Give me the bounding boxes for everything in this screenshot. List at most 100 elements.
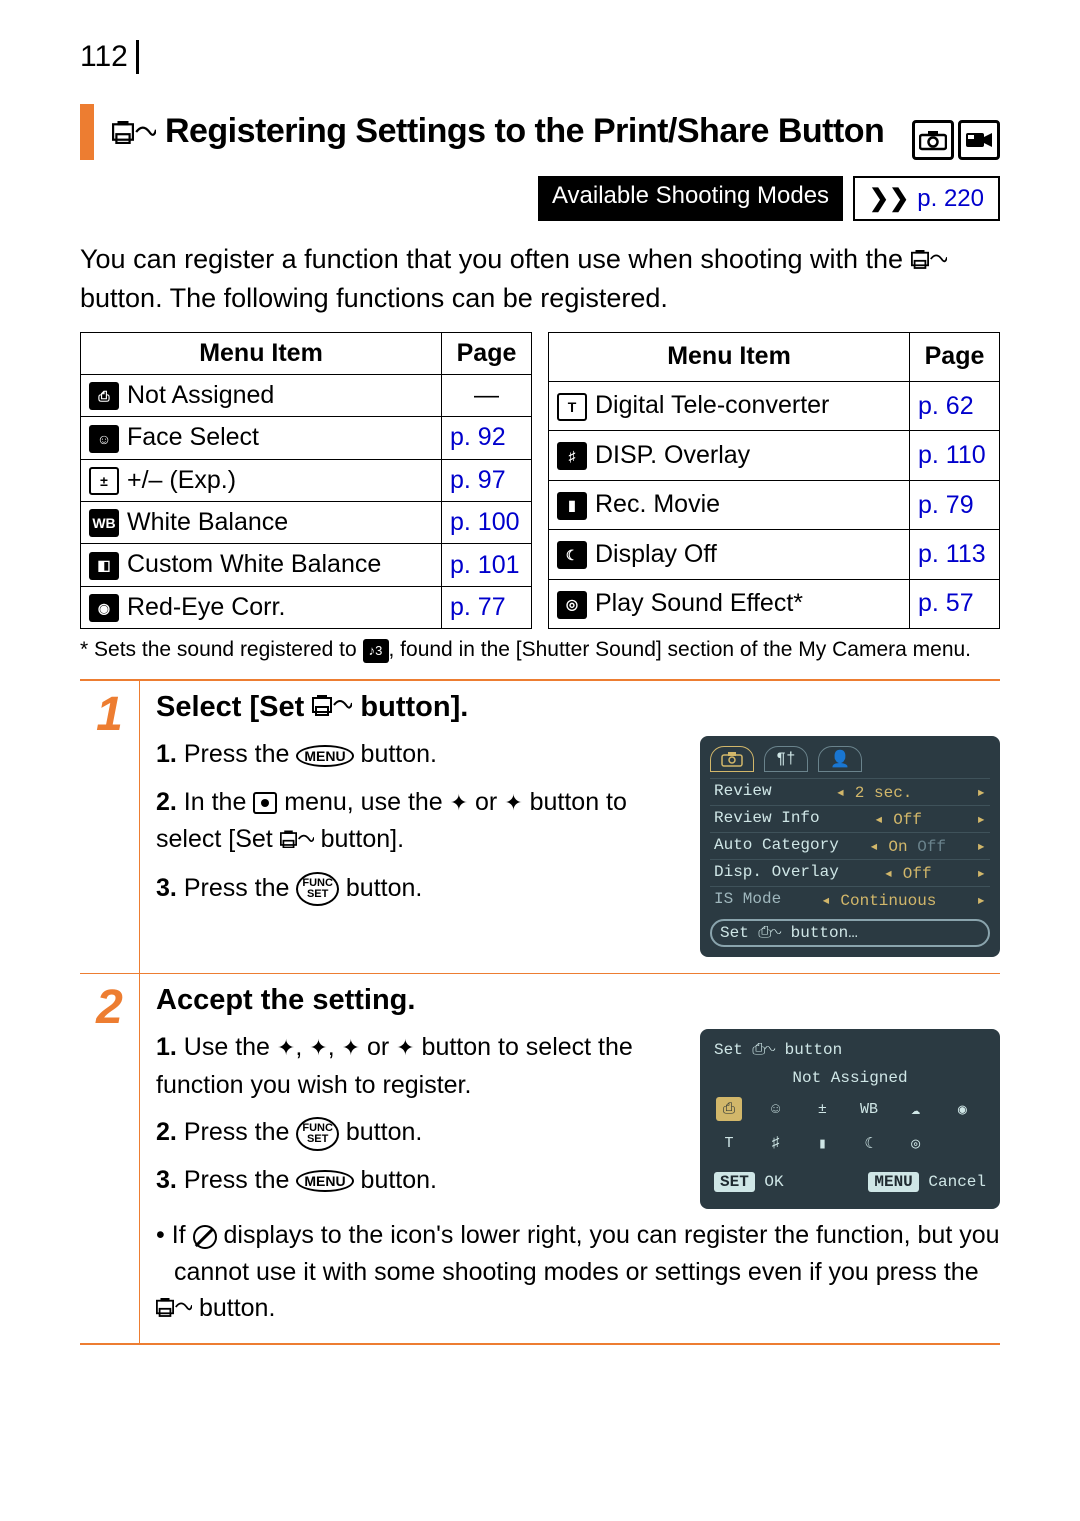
lcd-screenshot-1: ¶† 👤 Review◂ 2 sec. ▸Review Info◂ Off ▸A… — [700, 736, 1000, 957]
table-row: ⎙ Not Assigned — — [81, 374, 532, 416]
lcd-screenshot-2: Set ⎙∿ button Not Assigned ⎙ ☺ ± WB ☁ ◉ … — [700, 1029, 1000, 1209]
menu-item-label: Red-Eye Corr. — [127, 593, 285, 621]
step-title: Select [Set button]. — [156, 691, 1000, 725]
print-share-icon — [112, 112, 156, 155]
exp-icon: ± — [89, 467, 119, 495]
lcd-tab-camera-icon — [710, 746, 754, 772]
menu-items-tables: Menu ItemPage ⎙Not Assigned—☺Face Select… — [80, 332, 1000, 629]
not-assigned-icon: ⎙ — [89, 382, 119, 410]
movie-icon: ▮ — [557, 492, 587, 520]
step-number: 1 — [96, 687, 123, 742]
grid-exp-icon: ± — [809, 1097, 835, 1121]
menu-item-page[interactable]: p. 100 — [442, 502, 532, 544]
section-title: Registering Settings to the Print/Share … — [80, 104, 1000, 160]
menu-item-label: Not Assigned — [127, 381, 274, 409]
menu-item-page[interactable]: p. 97 — [442, 459, 532, 501]
menu-item-page[interactable]: p. 92 — [442, 417, 532, 459]
lcd-menu-row: Review◂ 2 sec. ▸ — [710, 778, 990, 805]
lcd2-set-pill: SET — [714, 1172, 755, 1192]
table-row: ◧ Custom White Balance p. 101 — [81, 544, 532, 586]
func-set-button-icon: FUNCSET — [296, 872, 339, 906]
print-share-icon — [280, 822, 314, 860]
menu-item-label: Digital Tele-converter — [595, 391, 829, 419]
lcd-set-button-row: Set ⎙∿ button… — [710, 919, 990, 947]
grid-cwb-icon: ☁ — [903, 1097, 929, 1121]
sound-icon: ◎ — [557, 591, 587, 619]
redeye-icon: ◉ — [89, 594, 119, 622]
prohibit-icon — [193, 1225, 217, 1249]
title-text: Registering Settings to the Print/Share … — [165, 112, 884, 150]
menu-item-label: Face Select — [127, 423, 259, 451]
menu-item-page[interactable]: p. 113 — [910, 530, 1000, 579]
down-arrow-icon: ✦ — [504, 790, 522, 815]
menu-item-label: DISP. Overlay — [595, 441, 750, 469]
menu-button-icon: MENU — [296, 745, 353, 767]
lcd2-icon-grid: ⎙ ☺ ± WB ☁ ◉ T ♯ ▮ ☾ ◎ — [710, 1097, 990, 1163]
left-arrow-icon: ✦ — [342, 1035, 360, 1060]
availability-page-link[interactable]: p. 220 — [917, 185, 984, 213]
steps-container: 1 Select [Set button]. 1. Press the MENU… — [80, 679, 1000, 1346]
shutter-sound-icon: ♪3 — [363, 639, 389, 663]
grid-wb-icon: WB — [856, 1097, 882, 1121]
page-number: 112 — [80, 40, 139, 74]
chevron-right-icon: ❯❯ — [869, 184, 909, 213]
menu-item-label: Custom White Balance — [127, 550, 381, 578]
lcd-menu-row: Disp. Overlay◂ Off ▸ — [710, 859, 990, 886]
menu-item-page[interactable]: p. 79 — [910, 480, 1000, 529]
menu-item-page[interactable]: p. 101 — [442, 544, 532, 586]
lcd-tab-tools-icon: ¶† — [764, 746, 808, 772]
up-arrow-icon: ✦ — [450, 790, 468, 815]
print-share-icon — [911, 242, 947, 280]
step-instructions: 1. Use the ✦, ✦, ✦ or ✦ button to select… — [156, 1029, 684, 1209]
menu-table-right: Menu ItemPage T Digital Tele-converter p. … — [548, 332, 1000, 629]
lcd-menu-row: Auto Category◂ On Off ▸ — [710, 832, 990, 859]
right-arrow-icon: ✦ — [396, 1035, 414, 1060]
table-row: ± +/– (Exp.) p. 97 — [81, 459, 532, 501]
menu-table-left: Menu ItemPage ⎙Not Assigned—☺Face Select… — [80, 332, 532, 629]
print-share-icon — [174, 1291, 192, 1327]
dispoff-icon: ☾ — [557, 541, 587, 569]
movie-mode-icon — [958, 120, 1000, 160]
intro-text: You can register a function that you oft… — [80, 241, 1000, 318]
lcd2-title: Set ⎙∿ button — [714, 1041, 990, 1059]
step-1: 1 Select [Set button]. 1. Press the MENU… — [80, 681, 1000, 975]
grid-dispoff-icon: ☾ — [856, 1131, 882, 1155]
grid-redeye-icon: ◉ — [949, 1097, 975, 1121]
grid-sound-icon: ◎ — [903, 1131, 929, 1155]
availability-page-ref[interactable]: ❯❯ p. 220 — [853, 176, 1000, 221]
menu-item-label: White Balance — [127, 508, 288, 536]
grid-face-icon: ☺ — [763, 1097, 789, 1121]
down-arrow-icon: ✦ — [309, 1035, 327, 1060]
camera-mode-icon — [912, 120, 954, 160]
menu-item-page[interactable]: p. 110 — [910, 431, 1000, 480]
menu-item-page[interactable]: p. 62 — [910, 381, 1000, 430]
lcd2-menu-pill: MENU — [868, 1172, 918, 1192]
grid-disp-icon: ♯ — [763, 1131, 789, 1155]
col-header-page: Page — [910, 332, 1000, 381]
availability-label: Available Shooting Modes — [538, 176, 843, 221]
table-row: T Digital Tele-converter p. 62 — [549, 381, 1000, 430]
lcd-tab-person-icon: 👤 — [818, 746, 862, 772]
table-row: ♯DISP. Overlayp. 110 — [549, 431, 1000, 480]
tele-icon: T — [557, 393, 587, 421]
menu-item-page[interactable]: p. 57 — [910, 579, 1000, 628]
table-row: WBWhite Balancep. 100 — [81, 502, 532, 544]
cwb-icon: ◧ — [89, 552, 119, 580]
grid-not-assigned-icon: ⎙ — [716, 1097, 742, 1121]
table-row: ☾ Display Off p. 113 — [549, 530, 1000, 579]
col-header-item: Menu Item — [549, 332, 910, 381]
footnote: * Sets the sound registered to ♪3, found… — [80, 635, 1000, 664]
grid-movie-icon: ▮ — [809, 1131, 835, 1155]
col-header-item: Menu Item — [81, 332, 442, 374]
menu-item-label: +/– (Exp.) — [127, 466, 236, 494]
menu-item-label: Display Off — [595, 540, 717, 568]
lcd2-selected: Not Assigned — [710, 1069, 990, 1087]
print-share-icon — [312, 691, 352, 724]
menu-item-page: — — [442, 374, 532, 416]
menu-item-page[interactable]: p. 77 — [442, 586, 532, 628]
grid-tele-icon: T — [716, 1131, 742, 1155]
menu-item-label: Rec. Movie — [595, 490, 720, 518]
up-arrow-icon: ✦ — [277, 1035, 295, 1060]
rec-menu-icon — [253, 792, 277, 814]
step-instructions: 1. Press the MENU button. 2. In the menu… — [156, 736, 684, 957]
